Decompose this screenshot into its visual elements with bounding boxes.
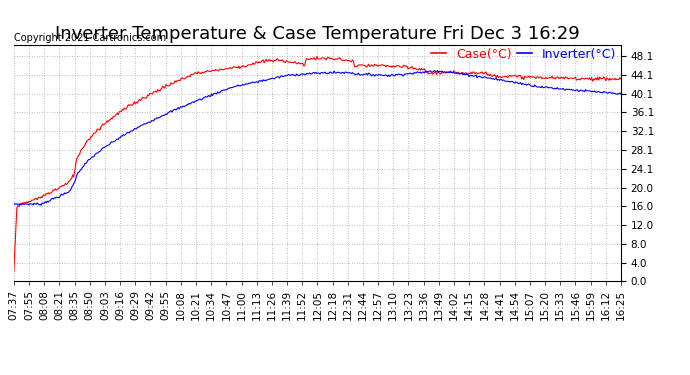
Title: Inverter Temperature & Case Temperature Fri Dec 3 16:29: Inverter Temperature & Case Temperature …: [55, 26, 580, 44]
Text: Copyright 2021 Cartronics.com: Copyright 2021 Cartronics.com: [14, 33, 166, 43]
Legend: Case(°C), Inverter(°C): Case(°C), Inverter(°C): [426, 43, 621, 66]
